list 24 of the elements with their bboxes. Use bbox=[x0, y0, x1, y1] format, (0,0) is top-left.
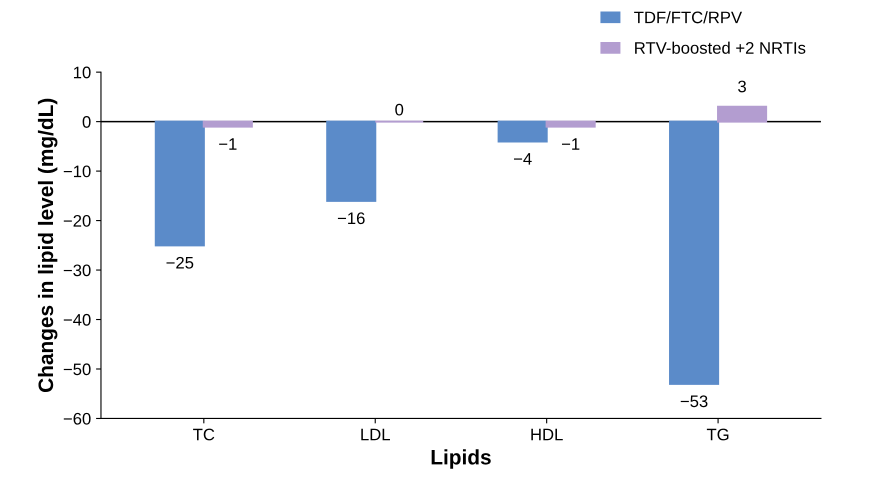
data-label: −25 bbox=[166, 256, 194, 269]
x-tick-label: TG bbox=[706, 428, 728, 440]
data-label: −1 bbox=[562, 138, 580, 150]
x-tick-label: LDL bbox=[361, 428, 390, 440]
y-tick-label: −20 bbox=[64, 214, 91, 227]
x-tick-label: TC bbox=[193, 428, 214, 440]
data-label: −4 bbox=[514, 153, 532, 165]
y-tick-label: −30 bbox=[64, 264, 91, 276]
x-tick-label: HDL bbox=[531, 428, 563, 440]
y-axis-title: Changes in lipid level (mg/dL) bbox=[38, 98, 58, 392]
data-label: −53 bbox=[680, 395, 708, 408]
y-tick-label: −50 bbox=[64, 363, 91, 376]
legend-label: RTV-boosted +2 NRTIs bbox=[635, 42, 806, 54]
y-tick-label: 0 bbox=[82, 116, 91, 128]
data-label: 0 bbox=[395, 104, 404, 116]
data-label: 3 bbox=[738, 80, 746, 92]
y-tick-label: −60 bbox=[64, 412, 91, 425]
y-tick-label: 10 bbox=[74, 66, 91, 78]
y-tick-label: −40 bbox=[64, 314, 91, 326]
data-label: −1 bbox=[219, 138, 237, 150]
data-label: −16 bbox=[338, 212, 365, 224]
x-axis-title: Lipids bbox=[432, 449, 491, 469]
legend-label: TDF/FTC/RPV bbox=[634, 11, 742, 24]
y-tick-label: −10 bbox=[64, 166, 91, 178]
